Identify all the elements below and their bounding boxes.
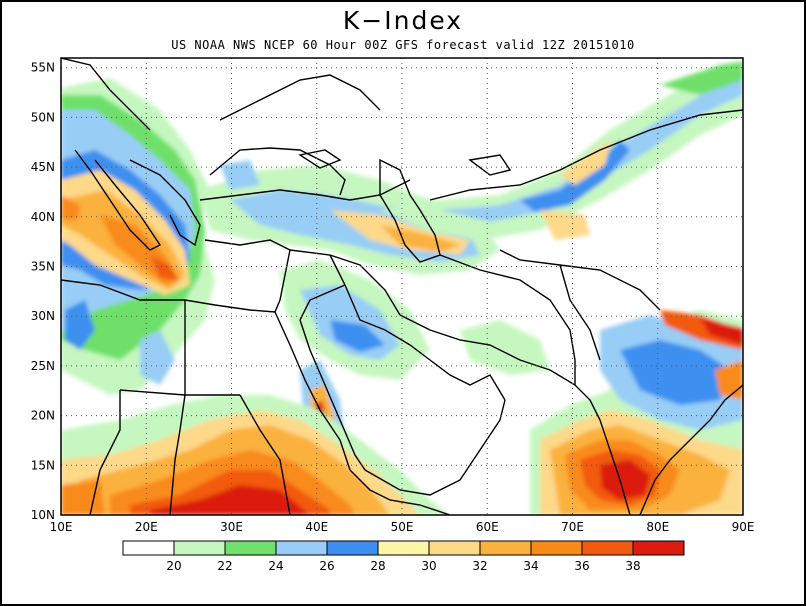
legend-swatch bbox=[479, 540, 532, 556]
legend-swatch bbox=[275, 540, 328, 556]
lat-tick: 35N bbox=[31, 260, 55, 274]
legend-swatch bbox=[122, 540, 175, 556]
legend-label: 36 bbox=[574, 559, 589, 573]
lat-tick: 25N bbox=[31, 359, 55, 373]
lat-tick: 20N bbox=[31, 409, 55, 423]
legend-label: 26 bbox=[319, 559, 334, 573]
color-legend: 20 22 24 26 28 30 32 34 36 38 bbox=[122, 540, 685, 573]
legend-swatch bbox=[326, 540, 379, 556]
legend-swatch bbox=[428, 540, 481, 556]
map-border bbox=[60, 57, 744, 516]
legend-label: 30 bbox=[421, 559, 436, 573]
legend-swatch bbox=[377, 540, 430, 556]
legend-swatch bbox=[581, 540, 634, 556]
lon-tick: 30E bbox=[220, 520, 243, 534]
lat-tick: 30N bbox=[31, 309, 55, 323]
graticule bbox=[61, 58, 743, 515]
lon-tick: 50E bbox=[391, 520, 414, 534]
legend-swatch bbox=[173, 540, 226, 556]
lat-tick: 55N bbox=[31, 61, 55, 75]
lon-tick: 20E bbox=[135, 520, 158, 534]
longitude-tick-labels: 10E 20E 30E 40E 50E 60E 70E 80E 90E bbox=[50, 520, 755, 534]
legend-label: 24 bbox=[268, 559, 283, 573]
latitude-tick-labels: 10N 15N 20N 25N 30N 35N 40N 45N 50N 55N bbox=[31, 61, 55, 522]
legend-swatch bbox=[224, 540, 277, 556]
legend-label: 22 bbox=[217, 559, 232, 573]
lon-tick: 80E bbox=[646, 520, 669, 534]
lat-tick: 10N bbox=[31, 508, 55, 522]
legend-label: 34 bbox=[523, 559, 538, 573]
legend-swatch bbox=[632, 540, 685, 556]
lon-tick: 60E bbox=[476, 520, 499, 534]
lon-tick: 90E bbox=[732, 520, 755, 534]
lon-tick: 70E bbox=[561, 520, 584, 534]
lat-tick: 15N bbox=[31, 458, 55, 472]
lon-tick: 10E bbox=[50, 520, 73, 534]
lat-tick: 40N bbox=[31, 210, 55, 224]
legend-label: 28 bbox=[370, 559, 385, 573]
map-subtitle: US NOAA NWS NCEP 60 Hour 00Z GFS forecas… bbox=[171, 38, 635, 52]
legend-label: 20 bbox=[166, 559, 181, 573]
lat-tick: 45N bbox=[31, 160, 55, 174]
map-title: K−Index bbox=[342, 6, 464, 35]
lat-tick: 50N bbox=[31, 110, 55, 124]
legend-swatch bbox=[530, 540, 583, 556]
legend-label: 38 bbox=[625, 559, 640, 573]
legend-label: 32 bbox=[472, 559, 487, 573]
lon-tick: 40E bbox=[305, 520, 328, 534]
